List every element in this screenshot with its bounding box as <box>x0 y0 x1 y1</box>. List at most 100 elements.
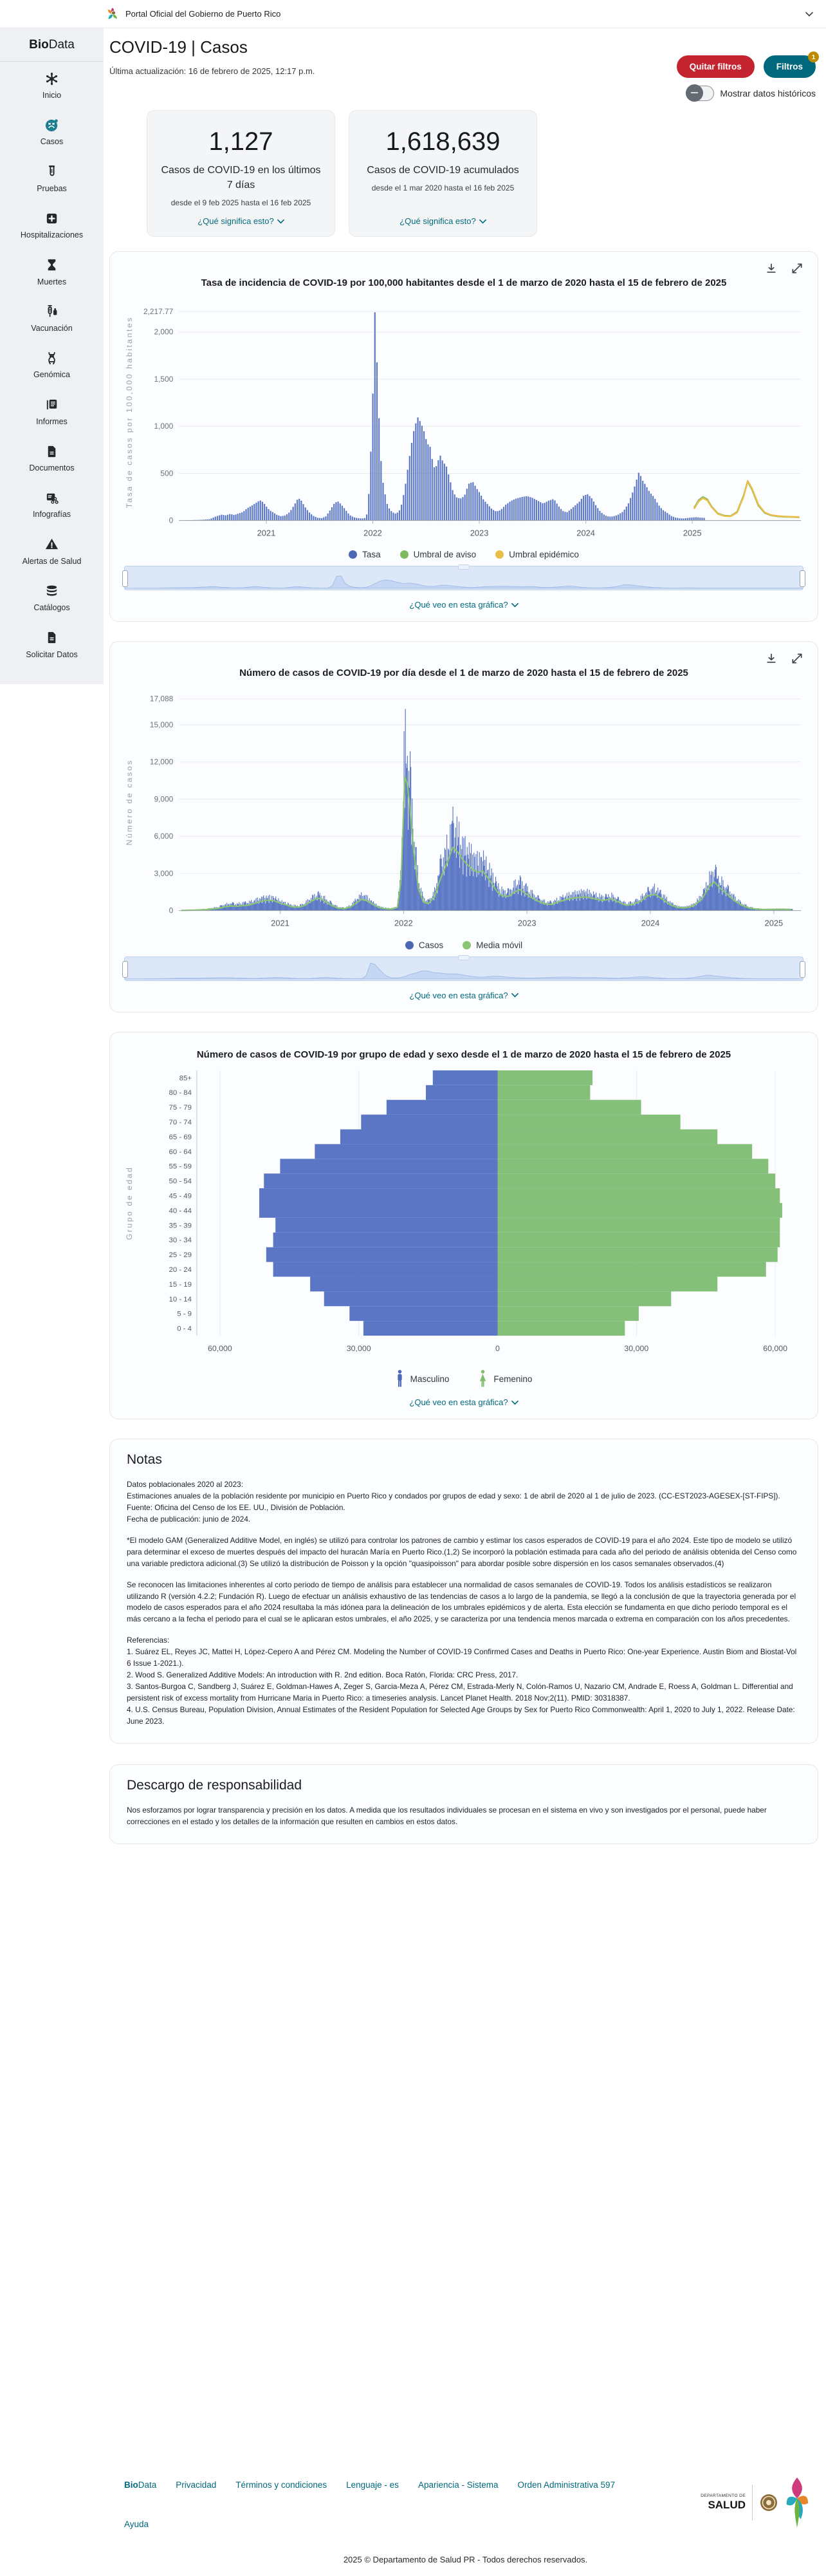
date-range-slider[interactable] <box>124 566 803 590</box>
what-do-i-see-link[interactable]: ¿Qué veo en esta gráfica? <box>409 991 518 1000</box>
sidebar-item-solicitar-datos[interactable]: Solicitar Datos <box>0 621 104 667</box>
expand-icon[interactable] <box>791 652 803 665</box>
chevron-down-icon <box>511 1400 519 1405</box>
legend-item-femenino[interactable]: Femenino <box>479 1370 532 1388</box>
legend-item-casos[interactable]: Casos <box>405 940 443 950</box>
download-icon[interactable] <box>765 652 778 665</box>
svg-text:60,000: 60,000 <box>208 1343 232 1352</box>
alert-icon <box>44 537 60 552</box>
legend-item-media-movil[interactable]: Media móvil <box>463 940 522 950</box>
gov-bar-title: Portal Oficial del Gobierno de Puerto Ri… <box>125 9 280 19</box>
sidebar: BioData Inicio Casos Pruebas Hospitaliza… <box>0 28 104 684</box>
stat-label: Casos de COVID-19 en los últimos 7 días <box>160 163 322 192</box>
chevron-down-icon <box>479 219 486 224</box>
svg-text:6,000: 6,000 <box>154 832 174 841</box>
svg-text:500: 500 <box>160 469 173 478</box>
stat-card-7-days: 1,127 Casos de COVID-19 en los últimos 7… <box>147 110 335 237</box>
legend-item-masculino[interactable]: Masculino <box>396 1370 450 1388</box>
svg-text:60,000: 60,000 <box>763 1343 787 1352</box>
svg-text:75 - 79: 75 - 79 <box>169 1104 192 1112</box>
sidebar-item-genomica[interactable]: Genómica <box>0 341 104 387</box>
topbar-chevron-down-icon[interactable] <box>804 9 814 19</box>
file-icon <box>44 630 60 646</box>
test-tube-icon <box>44 164 60 180</box>
last-update-text: Última actualización: 16 de febrero de 2… <box>109 66 315 76</box>
female-icon <box>479 1370 487 1388</box>
svg-text:65 - 69: 65 - 69 <box>169 1133 192 1141</box>
biodata-logo: BioData <box>0 28 104 62</box>
pr-gov-logo-icon <box>105 6 120 22</box>
reference-item: 1. Suárez EL, Reyes JC, Mattei H, López-… <box>127 1647 801 1670</box>
sidebar-item-muertes[interactable]: Muertes <box>0 248 104 295</box>
what-does-this-mean-link[interactable]: ¿Qué significa esto? <box>197 216 284 226</box>
sidebar-item-alertas[interactable]: Alertas de Salud <box>0 528 104 574</box>
svg-text:30,000: 30,000 <box>347 1343 371 1352</box>
hourglass-icon <box>44 257 60 273</box>
sidebar-item-vacunacion[interactable]: Vacunación <box>0 295 104 341</box>
what-does-this-mean-link[interactable]: ¿Qué significa esto? <box>399 216 486 226</box>
legend-item-umbral-aviso[interactable]: Umbral de aviso <box>400 550 477 559</box>
dna-icon <box>44 350 60 366</box>
svg-text:2025: 2025 <box>765 919 784 928</box>
historic-data-toggle[interactable] <box>686 86 714 101</box>
svg-text:0: 0 <box>169 516 174 525</box>
sidebar-item-hospitalizaciones[interactable]: Hospitalizaciones <box>0 201 104 248</box>
sidebar-item-documentos[interactable]: Documentos <box>0 434 104 481</box>
footer-link-biodata[interactable]: BioData <box>124 2480 156 2490</box>
what-do-i-see-link[interactable]: ¿Qué veo en esta gráfica? <box>409 1397 518 1407</box>
svg-text:15,000: 15,000 <box>150 720 174 729</box>
svg-text:2021: 2021 <box>271 919 289 928</box>
disclaimer-title: Descargo de responsabilidad <box>127 1778 801 1793</box>
notes-section: Notas Datos poblacionales 2020 al 2023: … <box>109 1439 818 1744</box>
note-paragraph: Fecha de publicación: junio de 2024. <box>127 1514 801 1526</box>
slider-handle-left[interactable] <box>122 570 128 587</box>
footer-link-privacidad[interactable]: Privacidad <box>176 2480 216 2490</box>
legend-item-umbral-epidemico[interactable]: Umbral epidémico <box>495 550 579 559</box>
svg-text:9,000: 9,000 <box>154 795 174 804</box>
svg-text:2021: 2021 <box>257 528 276 537</box>
sidebar-item-casos[interactable]: Casos <box>0 108 104 154</box>
male-icon <box>396 1370 404 1388</box>
reference-item: 2. Wood S. Generalized Additive Models: … <box>127 1670 801 1681</box>
disclaimer-section: Descargo de responsabilidad Nos esforzam… <box>109 1764 818 1844</box>
sidebar-item-inicio[interactable]: Inicio <box>0 62 104 108</box>
svg-text:55 - 59: 55 - 59 <box>169 1162 192 1170</box>
what-do-i-see-link[interactable]: ¿Qué veo en esta gráfica? <box>409 600 518 610</box>
svg-text:2023: 2023 <box>470 528 489 537</box>
sidebar-item-informes[interactable]: Informes <box>0 388 104 434</box>
reference-item: 4. U.S. Census Bureau, Population Divisi… <box>127 1704 801 1728</box>
legend-item-tasa[interactable]: Tasa <box>349 550 381 559</box>
svg-text:25 - 29: 25 - 29 <box>169 1251 192 1259</box>
slider-grip[interactable] <box>458 565 470 570</box>
pr-seal-icon <box>759 2492 778 2514</box>
footer: BioData Privacidad Términos y condicione… <box>0 2463 826 2576</box>
footer-link-terminos[interactable]: Términos y condiciones <box>235 2480 327 2490</box>
date-range-slider[interactable] <box>124 957 803 981</box>
sidebar-item-infografias[interactable]: Infografías <box>0 481 104 527</box>
svg-text:1,000: 1,000 <box>154 422 174 431</box>
slider-handle-right[interactable] <box>800 961 805 978</box>
footer-link-ayuda[interactable]: Ayuda <box>124 2519 149 2529</box>
legend-dot <box>400 550 408 559</box>
slider-sparkline <box>125 566 803 590</box>
chart-title: Número de casos de COVID-19 por día desd… <box>122 667 806 678</box>
expand-icon[interactable] <box>791 262 803 275</box>
footer-link-lenguaje[interactable]: Lenguaje - es <box>346 2480 399 2490</box>
footer-link-orden-administrativa[interactable]: Orden Administrativa 597 <box>518 2480 616 2490</box>
stat-value: 1,127 <box>160 127 322 156</box>
clear-filters-button[interactable]: Quitar filtros <box>677 55 755 78</box>
sidebar-item-pruebas[interactable]: Pruebas <box>0 155 104 201</box>
svg-text:20 - 24: 20 - 24 <box>169 1266 192 1274</box>
slider-grip[interactable] <box>458 955 470 960</box>
download-icon[interactable] <box>765 262 778 275</box>
filters-badge: 1 <box>808 51 819 62</box>
footer-link-apariencia[interactable]: Apariencia - Sistema <box>418 2480 499 2490</box>
svg-text:17,088: 17,088 <box>150 695 174 704</box>
slider-handle-right[interactable] <box>800 570 805 587</box>
slider-handle-left[interactable] <box>122 961 128 978</box>
sidebar-item-catalogos[interactable]: Catálogos <box>0 574 104 621</box>
